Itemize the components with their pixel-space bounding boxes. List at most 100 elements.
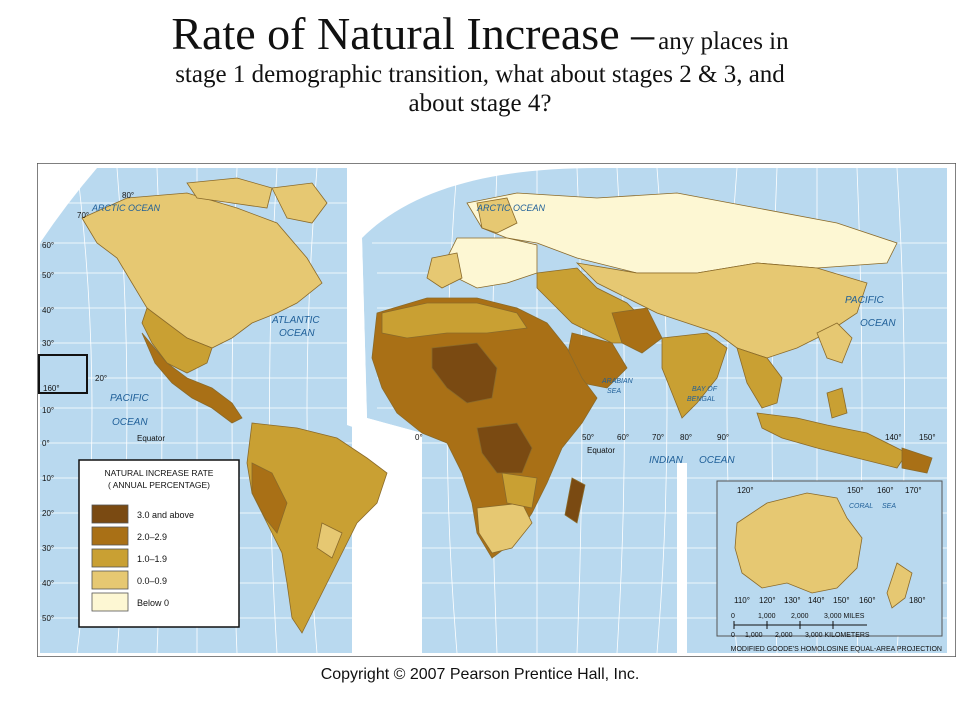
legend-swatch <box>91 570 129 590</box>
label-coral: CORAL <box>849 503 873 510</box>
lat-s10: 10° <box>42 474 54 483</box>
label-atlantic-1: ATLANTIC <box>271 315 320 326</box>
lon-150: 150° <box>919 433 936 442</box>
lon-120-inset: 120° <box>737 486 754 495</box>
lon-150-bottom: 150° <box>833 596 850 605</box>
lon-60: 60° <box>617 433 629 442</box>
interruption-indian <box>677 463 687 653</box>
label-atlantic-2: OCEAN <box>279 328 315 339</box>
lon-110-bottom: 110° <box>734 596 750 605</box>
region-southeast-asia <box>736 347 783 409</box>
title-main: Rate of Natural Increase – <box>171 8 655 59</box>
lat-labels: 80° 70° 60° 50° 40° 30° 20° 10° 0° 10° 2… <box>42 191 134 623</box>
scale-miles-0: 0 <box>731 613 735 620</box>
scale-km-2000: 2,000 <box>775 632 793 639</box>
lat-0: 0° <box>42 439 50 448</box>
slide-title: Rate of Natural Increase – any places in… <box>40 8 920 118</box>
lon-170-inset: 170° <box>905 486 922 495</box>
region-india <box>661 332 728 419</box>
hawaii-inset <box>38 354 88 394</box>
lat-40: 40° <box>42 306 54 315</box>
legend-items: 3.0 and above 2.0–2.9 1.0–1.9 0.0–0.9 Below … <box>91 504 194 612</box>
region-scandinavia <box>476 197 518 234</box>
region-southern-africa <box>501 472 538 509</box>
projection-note: MODIFIED GOODE'S HOMOLOSINE EQUAL-AREA P… <box>731 646 942 653</box>
scale-miles-2000: 2,000 <box>791 613 809 620</box>
lon-50: 50° <box>582 433 594 442</box>
legend: NATURAL INCREASE RATE ( ANNUAL PERCENTAG… <box>78 459 240 628</box>
region-mexico-central-america <box>141 332 243 424</box>
lon-70: 70° <box>652 433 664 442</box>
interruption-corner <box>40 168 97 243</box>
region-uruguay <box>316 522 343 559</box>
region-indonesia <box>756 412 908 469</box>
scale-miles-1000: 1,000 <box>758 613 776 620</box>
scale-miles-3000: 3,000 MILES <box>824 613 865 620</box>
region-andes <box>251 462 288 534</box>
legend-label: 2.0–2.9 <box>137 532 167 542</box>
legend-label: 0.0–0.9 <box>137 576 167 586</box>
lon-160-inset: 160° <box>877 486 894 495</box>
equator-right: Equator <box>587 446 615 455</box>
scale-km-1000: 1,000 <box>745 632 763 639</box>
equator-left: Equator <box>137 434 165 443</box>
map-svg: ARCTIC OCEAN ARCTIC OCEAN ATLANTIC OCEAN… <box>36 162 957 658</box>
region-papua <box>901 447 933 474</box>
region-north-africa <box>381 302 528 339</box>
region-japan-korea <box>816 322 853 364</box>
lat-s40: 40° <box>42 579 54 588</box>
scale-km-0: 0 <box>731 632 735 639</box>
region-north-america <box>81 192 323 349</box>
label-pacific-left-1: PACIFIC <box>110 393 149 404</box>
lat-10: 10° <box>42 406 54 415</box>
lon-0: 0° <box>415 433 423 442</box>
legend-swatch <box>91 592 129 612</box>
title-small: any places in <box>658 28 789 55</box>
region-arctic-islands <box>186 177 273 209</box>
lon-120-bottom: 120° <box>759 596 776 605</box>
label-pacific-right-2: OCEAN <box>860 318 896 329</box>
region-usa-south <box>141 307 213 374</box>
region-western-europe <box>426 252 463 289</box>
lon-140: 140° <box>885 433 902 442</box>
copyright-notice: Copyright © 2007 Pearson Prentice Hall, … <box>320 666 640 683</box>
lat-50: 50° <box>42 271 54 280</box>
lat-70: 70° <box>77 211 89 220</box>
lat-30: 30° <box>42 339 54 348</box>
lat-80: 80° <box>122 191 134 200</box>
label-arabian-2: SEA <box>607 388 621 395</box>
world-map: ARCTIC OCEAN ARCTIC OCEAN ATLANTIC OCEAN… <box>36 162 957 658</box>
region-pakistan-afghanistan <box>611 307 663 354</box>
legend-swatch <box>91 548 129 568</box>
legend-label: 3.0 and above <box>137 510 194 520</box>
interruption-gap <box>347 168 422 653</box>
lon-160-hawaii: 160° <box>43 384 60 393</box>
label-indian: INDIAN <box>649 455 684 466</box>
lat-20: 20° <box>95 374 107 383</box>
legend-title-2: ( ANNUAL PERCENTAGE) <box>108 480 210 490</box>
label-arctic-right: ARCTIC OCEAN <box>476 203 546 213</box>
title-line-2: stage 1 demographic transition, what abo… <box>175 60 785 88</box>
lon-90: 90° <box>717 433 729 442</box>
region-philippines <box>826 387 848 419</box>
region-central-africa <box>476 422 533 474</box>
ocean-labels: ARCTIC OCEAN ARCTIC OCEAN ATLANTIC OCEAN… <box>91 203 896 510</box>
legend-swatch <box>91 526 129 546</box>
label-pacific-left-2: OCEAN <box>112 417 148 428</box>
region-sahel <box>431 342 498 404</box>
lon-80: 80° <box>680 433 692 442</box>
equator-labels: Equator Equator <box>137 434 615 455</box>
lat-s50: 50° <box>42 614 54 623</box>
label-arctic-left: ARCTIC OCEAN <box>91 203 161 213</box>
region-new-zealand <box>886 562 913 609</box>
lat-s30: 30° <box>42 544 54 553</box>
title-line-3: about stage 4? <box>408 89 552 117</box>
lon-160-bottom: 160° <box>859 596 876 605</box>
legend-title-1: NATURAL INCREASE RATE <box>105 468 214 478</box>
lon-180-bottom: 180° <box>909 596 926 605</box>
lon-140-bottom: 140° <box>808 596 825 605</box>
region-madagascar <box>564 477 586 524</box>
scale-bar: 0 1,000 2,000 3,000 MILES 0 1,000 2,000 … <box>731 613 870 639</box>
legend-swatch <box>91 504 129 524</box>
label-bengal-1: BAY OF <box>692 386 718 393</box>
